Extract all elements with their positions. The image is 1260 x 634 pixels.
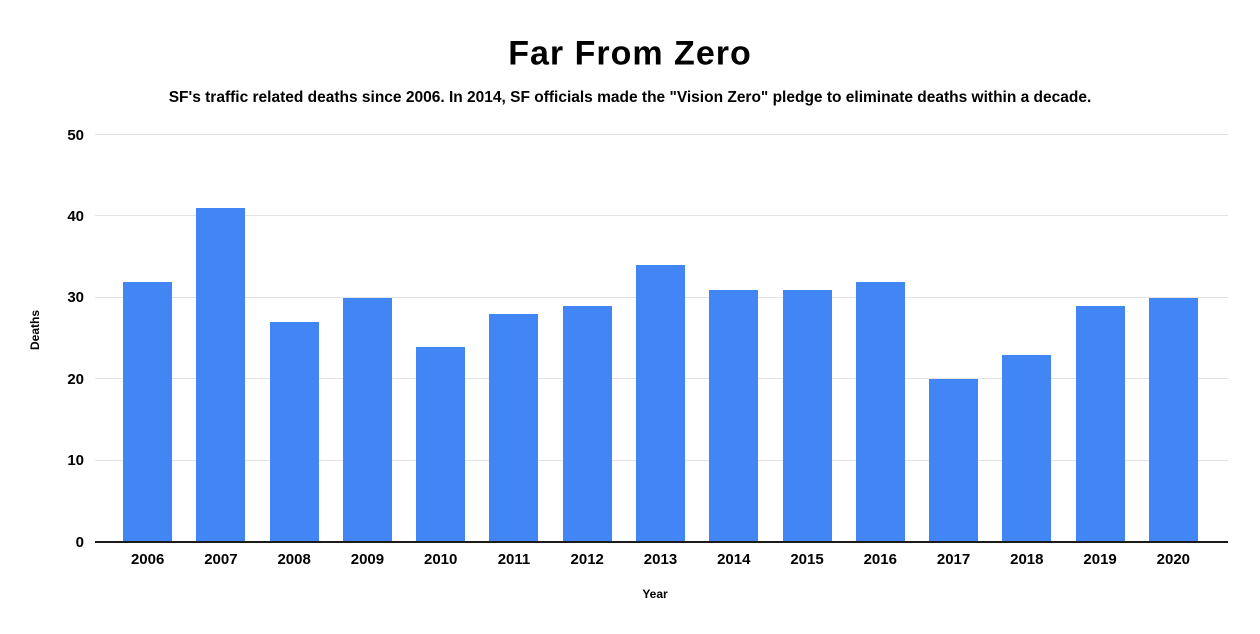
- bar-band-2017: [917, 135, 990, 542]
- bar-2019: [1075, 305, 1125, 542]
- y-tick-label-50: 50: [67, 126, 84, 144]
- x-tick-label-2006: 2006: [130, 551, 165, 568]
- bar-2017: [929, 379, 979, 542]
- x-tick-label-2011: 2011: [497, 551, 531, 568]
- x-tick-label-2015: 2015: [790, 551, 824, 568]
- bar-band-2016: [844, 135, 917, 542]
- bar-band-2006: [111, 135, 184, 542]
- bar-2006: [123, 281, 173, 542]
- x-tick-label-2017: 2017: [936, 551, 971, 568]
- gridline-40: [95, 215, 1228, 217]
- y-tick-label-10: 10: [67, 452, 84, 470]
- bar-2011: [489, 314, 539, 542]
- bar-2020: [1148, 297, 1198, 542]
- x-tick-label-2020: 2020: [1156, 551, 1191, 568]
- bar-band-2007: [184, 135, 257, 542]
- bar-2014: [709, 289, 759, 542]
- bar-2018: [1002, 354, 1052, 542]
- bar-2010: [416, 346, 466, 542]
- x-tick-label-2009: 2009: [350, 551, 385, 568]
- bar-2007: [196, 208, 246, 542]
- x-tick-label-2013: 2013: [643, 551, 678, 568]
- bar-band-2020: [1137, 135, 1210, 542]
- y-axis-tick-labels: 0 10 20 30 40 50: [0, 127, 84, 551]
- bar-band-2014: [697, 135, 770, 542]
- gridline-50: [95, 134, 1228, 135]
- x-tick-label-2019: 2019: [1083, 551, 1117, 568]
- bar-2015: [782, 289, 832, 542]
- bar-2016: [855, 281, 905, 542]
- y-tick-label-40: 40: [67, 207, 84, 225]
- y-tick-label-30: 30: [67, 289, 84, 307]
- bar-band-2011: [477, 135, 550, 542]
- bar-band-2018: [990, 135, 1063, 542]
- chart-title: Far From Zero: [508, 34, 752, 73]
- x-axis-title: Year: [642, 587, 668, 601]
- x-axis-tick-labels: 2006 2007 2008 2009 2010 2011 2012 2013 2014 2015…: [111, 551, 1210, 568]
- bar-band-2010: [404, 135, 477, 542]
- bar-band-2013: [624, 135, 697, 542]
- bar-band-2012: [551, 135, 624, 542]
- x-tick-label-2008: 2008: [277, 551, 311, 568]
- x-tick-label-2007: 2007: [204, 551, 238, 568]
- y-tick-label-20: 20: [67, 370, 84, 388]
- bar-band-2015: [770, 135, 843, 542]
- bar-band-2009: [331, 135, 404, 542]
- bar-band-2008: [258, 135, 331, 542]
- x-tick-label-2012: 2012: [570, 551, 604, 568]
- bar-band-2019: [1063, 135, 1136, 542]
- bar-2009: [342, 297, 392, 542]
- x-tick-label-2014: 2014: [717, 551, 751, 568]
- bar-2008: [269, 322, 319, 542]
- bar-series: [111, 135, 1210, 542]
- x-tick-label-2016: 2016: [863, 551, 897, 568]
- y-tick-label-0: 0: [75, 533, 84, 551]
- bar-2012: [562, 305, 612, 542]
- bar-2013: [635, 265, 685, 542]
- x-axis-line: [95, 541, 1228, 543]
- x-tick-label-2018: 2018: [1010, 551, 1044, 568]
- plot-area: [95, 134, 1228, 543]
- x-tick-label-2010: 2010: [424, 551, 458, 568]
- chart-subtitle: SF's traffic related deaths since 2006. …: [168, 89, 1092, 106]
